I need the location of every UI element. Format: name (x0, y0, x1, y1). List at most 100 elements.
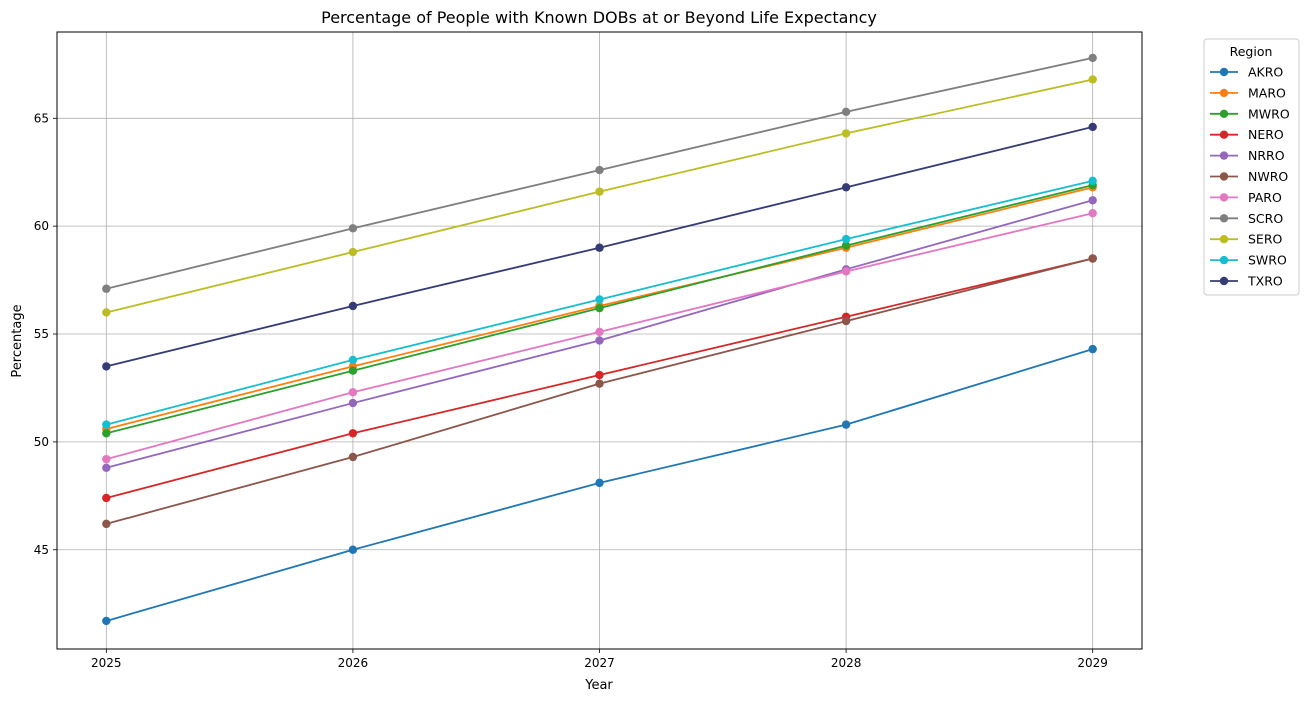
data-point-sero (1088, 75, 1097, 84)
legend-label: SCRO (1248, 211, 1283, 226)
y-tick-label: 55 (34, 327, 49, 341)
x-tick-label: 2028 (831, 656, 862, 670)
data-point-swro (102, 420, 111, 429)
data-point-nwro (595, 379, 604, 388)
data-point-mwro (348, 366, 358, 375)
data-point-mwro (841, 241, 851, 250)
data-point-mwro (595, 303, 604, 313)
data-point-nrro (1088, 196, 1097, 205)
legend-entry-swro: SWRO (1210, 253, 1287, 268)
x-tick-label: 2026 (338, 656, 369, 670)
series-scro (102, 53, 1097, 293)
data-point-scro (595, 165, 604, 175)
legend-entry-mwro: MWRO (1210, 106, 1290, 121)
legend-marker (1219, 151, 1229, 160)
data-point-akro (595, 478, 604, 488)
legend-items: AKRO MARO MWRO NERO NRRO NWRO PARO SCRO SERO SWRO… (1210, 65, 1290, 289)
legend-marker (1219, 235, 1229, 244)
series-layer (102, 53, 1097, 626)
data-point-paro (102, 454, 111, 464)
x-tick-label: 2025 (91, 656, 122, 670)
legend-entry-nrro: NRRO (1210, 148, 1285, 163)
y-tick-label: 45 (34, 543, 49, 557)
legend-label: NRRO (1248, 148, 1285, 163)
data-point-sero (102, 308, 111, 317)
grid-lines (57, 32, 1142, 649)
legend-entry-maro: MARO (1210, 85, 1286, 100)
data-point-nwro (841, 316, 851, 326)
x-tick-label: 2029 (1077, 656, 1108, 670)
series-nwro (102, 254, 1097, 529)
legend-marker (1219, 88, 1229, 98)
legend-entry-nero: NERO (1210, 127, 1284, 142)
legend-label: TXRO (1247, 274, 1283, 289)
data-point-akro (841, 420, 851, 429)
data-point-akro (1088, 344, 1097, 354)
legend-entry-sero: SERO (1210, 232, 1283, 247)
x-axis-label: Year (584, 678, 613, 693)
y-axis-label: Percentage (10, 304, 25, 377)
series-txro (102, 122, 1097, 371)
legend-entry-scro: SCRO (1210, 211, 1283, 226)
data-point-nrro (348, 398, 358, 408)
data-point-nwro (348, 452, 358, 462)
data-point-swro (1088, 176, 1097, 186)
legend-entry-txro: TXRO (1210, 274, 1283, 289)
data-point-sero (595, 187, 604, 196)
legend-label: AKRO (1248, 65, 1283, 80)
series-sero (102, 75, 1097, 317)
legend-marker (1219, 193, 1229, 202)
legend-marker (1219, 214, 1229, 223)
series-paro (102, 209, 1097, 464)
data-point-txro (348, 301, 358, 311)
data-point-nwro (1088, 254, 1097, 263)
legend-label: NERO (1248, 127, 1284, 142)
data-point-sero (348, 247, 358, 257)
legend: Region AKRO MARO MWRO NERO NRRO NWRO PARO SCRO S… (1203, 38, 1300, 296)
series-akro (102, 344, 1097, 626)
legend-entry-akro: AKRO (1210, 65, 1283, 80)
data-point-txro (595, 243, 604, 252)
axis-ticks: 2025 2026 2027 2028 2029 45 50 55 60 65 (34, 111, 1108, 670)
legend-marker (1219, 276, 1229, 286)
data-point-scro (348, 224, 358, 233)
legend-marker (1219, 172, 1229, 181)
data-point-paro (841, 267, 851, 276)
data-point-txro (102, 362, 111, 371)
data-point-scro (841, 107, 851, 117)
data-point-swro (841, 234, 851, 244)
data-point-nwro (102, 519, 111, 529)
series-mwro (102, 180, 1097, 438)
legend-marker (1219, 130, 1229, 139)
data-point-txro (841, 183, 851, 192)
data-point-nero (102, 493, 111, 503)
data-point-paro (1088, 209, 1097, 218)
data-point-scro (102, 284, 111, 293)
data-point-nero (595, 370, 604, 380)
data-point-nrro (595, 336, 604, 345)
y-tick-label: 60 (34, 219, 49, 233)
series-swro (102, 176, 1097, 429)
data-point-sero (841, 129, 851, 138)
legend-marker (1219, 67, 1229, 77)
legend-label: NWRO (1248, 169, 1288, 184)
data-point-nero (348, 429, 358, 438)
legend-label: MARO (1248, 85, 1286, 100)
legend-frame (1203, 38, 1300, 296)
data-point-nrro (102, 463, 111, 472)
legend-entry-paro: PARO (1210, 190, 1282, 205)
data-point-scro (1088, 53, 1097, 63)
y-tick-label: 50 (34, 435, 49, 449)
legend-title: Region (1230, 44, 1273, 59)
legend-marker (1219, 255, 1229, 265)
data-point-txro (1088, 122, 1097, 132)
x-tick-label: 2027 (584, 656, 615, 670)
data-point-swro (348, 355, 358, 365)
data-point-akro (348, 545, 358, 554)
legend-marker (1219, 109, 1229, 119)
chart-title: Percentage of People with Known DOBs at … (321, 8, 877, 27)
legend-entry-nwro: NWRO (1210, 169, 1288, 184)
legend-label: SWRO (1248, 253, 1287, 268)
data-point-paro (595, 327, 604, 337)
